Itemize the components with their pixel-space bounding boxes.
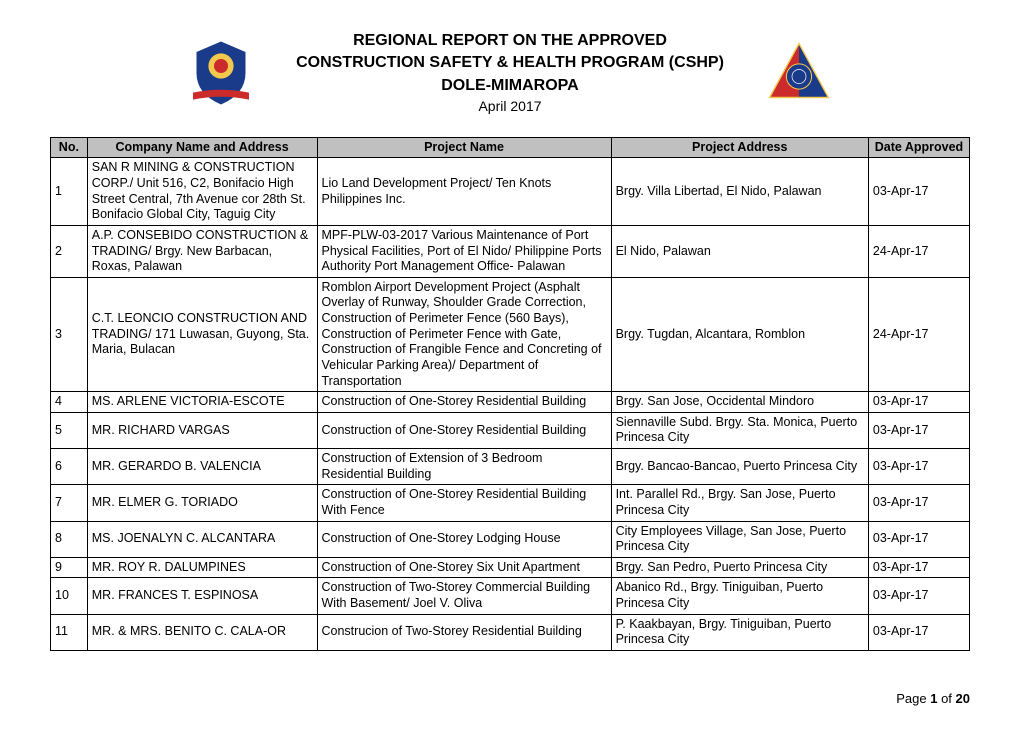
- cell-company: MR. GERARDO B. VALENCIA: [87, 449, 317, 485]
- cell-company: MR. RICHARD VARGAS: [87, 412, 317, 448]
- cell-address: Siennaville Subd. Brgy. Sta. Monica, Pue…: [611, 412, 868, 448]
- table-row: 8MS. JOENALYN C. ALCANTARAConstruction o…: [51, 521, 970, 557]
- page-total: 20: [956, 691, 970, 706]
- subtitle: April 2017: [296, 97, 724, 117]
- cell-address: P. Kaakbayan, Brgy. Tiniguiban, Puerto P…: [611, 614, 868, 650]
- cell-project: Romblon Airport Development Project (Asp…: [317, 277, 611, 391]
- cell-no: 5: [51, 412, 88, 448]
- cell-project: Construction of One-Storey Six Unit Apar…: [317, 557, 611, 578]
- cell-address: Brgy. Tugdan, Alcantara, Romblon: [611, 277, 868, 391]
- cell-no: 1: [51, 158, 88, 226]
- cell-date: 03-Apr-17: [868, 392, 969, 413]
- table-row: 9MR. ROY R. DALUMPINESConstruction of On…: [51, 557, 970, 578]
- cell-project: MPF-PLW-03-2017 Various Maintenance of P…: [317, 225, 611, 277]
- logo-left: [186, 38, 256, 108]
- cell-address: Brgy. Villa Libertad, El Nido, Palawan: [611, 158, 868, 226]
- cell-project: Lio Land Development Project/ Ten Knots …: [317, 158, 611, 226]
- col-project: Project Name: [317, 137, 611, 158]
- cell-company: MS. JOENALYN C. ALCANTARA: [87, 521, 317, 557]
- title-block: REGIONAL REPORT ON THE APPROVED CONSTRUC…: [296, 30, 724, 117]
- report-table: No. Company Name and Address Project Nam…: [50, 137, 970, 651]
- cell-company: A.P. CONSEBIDO CONSTRUCTION & TRADING/ B…: [87, 225, 317, 277]
- title-line-3: DOLE-MIMAROPA: [296, 75, 724, 97]
- cell-project: Construcion of Two-Storey Residential Bu…: [317, 614, 611, 650]
- cell-address: Brgy. Bancao-Bancao, Puerto Princesa Cit…: [611, 449, 868, 485]
- cell-company: MS. ARLENE VICTORIA-ESCOTE: [87, 392, 317, 413]
- cell-date: 03-Apr-17: [868, 557, 969, 578]
- cell-project: Construction of One-Storey Residential B…: [317, 412, 611, 448]
- table-row: 7MR. ELMER G. TORIADOConstruction of One…: [51, 485, 970, 521]
- of-label: of: [937, 691, 955, 706]
- title-line-2: CONSTRUCTION SAFETY & HEALTH PROGRAM (CS…: [296, 52, 724, 74]
- title-line-1: REGIONAL REPORT ON THE APPROVED: [296, 30, 724, 52]
- document-header: REGIONAL REPORT ON THE APPROVED CONSTRUC…: [50, 30, 970, 117]
- cell-company: SAN R MINING & CONSTRUCTION CORP./ Unit …: [87, 158, 317, 226]
- cell-no: 2: [51, 225, 88, 277]
- cell-date: 03-Apr-17: [868, 578, 969, 614]
- cell-address: Brgy. San Pedro, Puerto Princesa City: [611, 557, 868, 578]
- cell-date: 03-Apr-17: [868, 614, 969, 650]
- cell-no: 4: [51, 392, 88, 413]
- col-address: Project Address: [611, 137, 868, 158]
- cell-company: MR. ELMER G. TORIADO: [87, 485, 317, 521]
- cell-project: Construction of One-Storey Residential B…: [317, 485, 611, 521]
- cell-no: 6: [51, 449, 88, 485]
- cell-date: 03-Apr-17: [868, 485, 969, 521]
- cell-project: Construction of One-Storey Residential B…: [317, 392, 611, 413]
- table-row: 4MS. ARLENE VICTORIA-ESCOTEConstruction …: [51, 392, 970, 413]
- cell-address: Brgy. San Jose, Occidental Mindoro: [611, 392, 868, 413]
- table-row: 10MR. FRANCES T. ESPINOSAConstruction of…: [51, 578, 970, 614]
- logo-right: [764, 38, 834, 108]
- cell-no: 3: [51, 277, 88, 391]
- page-label: Page: [896, 691, 930, 706]
- cell-company: MR. & MRS. BENITO C. CALA-OR: [87, 614, 317, 650]
- cell-address: City Employees Village, San Jose, Puerto…: [611, 521, 868, 557]
- cell-date: 03-Apr-17: [868, 449, 969, 485]
- cell-company: MR. FRANCES T. ESPINOSA: [87, 578, 317, 614]
- cell-company: MR. ROY R. DALUMPINES: [87, 557, 317, 578]
- page-footer: Page 1 of 20: [50, 691, 970, 706]
- cell-project: Construction of Extension of 3 Bedroom R…: [317, 449, 611, 485]
- cell-date: 24-Apr-17: [868, 277, 969, 391]
- cell-no: 10: [51, 578, 88, 614]
- cell-date: 03-Apr-17: [868, 412, 969, 448]
- table-row: 5MR. RICHARD VARGASConstruction of One-S…: [51, 412, 970, 448]
- table-row: 11MR. & MRS. BENITO C. CALA-ORConstrucio…: [51, 614, 970, 650]
- table-row: 6MR. GERARDO B. VALENCIAConstruction of …: [51, 449, 970, 485]
- cell-no: 7: [51, 485, 88, 521]
- cell-address: El Nido, Palawan: [611, 225, 868, 277]
- table-row: 1SAN R MINING & CONSTRUCTION CORP./ Unit…: [51, 158, 970, 226]
- cell-date: 03-Apr-17: [868, 521, 969, 557]
- cell-no: 8: [51, 521, 88, 557]
- cell-date: 24-Apr-17: [868, 225, 969, 277]
- cell-date: 03-Apr-17: [868, 158, 969, 226]
- cell-address: Abanico Rd., Brgy. Tiniguiban, Puerto Pr…: [611, 578, 868, 614]
- table-row: 2A.P. CONSEBIDO CONSTRUCTION & TRADING/ …: [51, 225, 970, 277]
- table-row: 3C.T. LEONCIO CONSTRUCTION AND TRADING/ …: [51, 277, 970, 391]
- col-no: No.: [51, 137, 88, 158]
- col-date: Date Approved: [868, 137, 969, 158]
- cell-address: Int. Parallel Rd., Brgy. San Jose, Puert…: [611, 485, 868, 521]
- cell-no: 11: [51, 614, 88, 650]
- cell-company: C.T. LEONCIO CONSTRUCTION AND TRADING/ 1…: [87, 277, 317, 391]
- cell-project: Construction of One-Storey Lodging House: [317, 521, 611, 557]
- table-header-row: No. Company Name and Address Project Nam…: [51, 137, 970, 158]
- col-company: Company Name and Address: [87, 137, 317, 158]
- cell-project: Construction of Two-Storey Commercial Bu…: [317, 578, 611, 614]
- cell-no: 9: [51, 557, 88, 578]
